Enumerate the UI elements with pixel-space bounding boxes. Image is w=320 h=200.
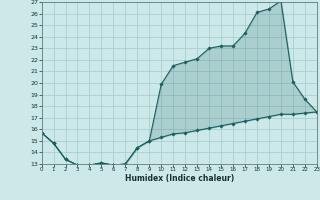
X-axis label: Humidex (Indice chaleur): Humidex (Indice chaleur) [124, 174, 234, 183]
